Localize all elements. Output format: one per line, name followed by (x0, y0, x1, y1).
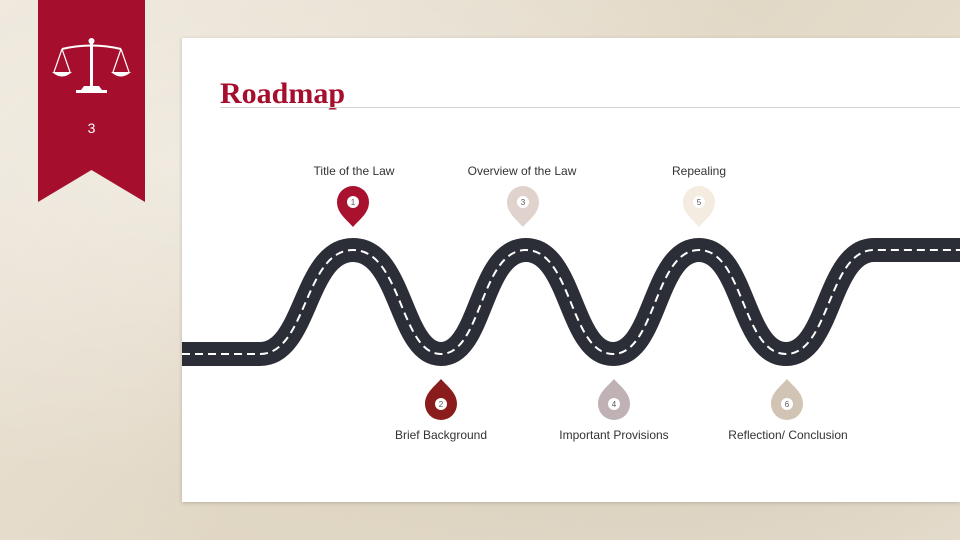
milestone-pin-1: 1 (337, 186, 369, 227)
pin-number: 1 (351, 198, 356, 207)
milestone-pin-5: 5 (683, 186, 715, 227)
pin-badge (435, 398, 447, 410)
pin-number: 2 (439, 400, 444, 409)
pin-badge (693, 196, 705, 208)
milestone-label-1: Title of the Law (313, 164, 395, 178)
pin-badge (608, 398, 620, 410)
milestone-pin-2: 2 (425, 379, 457, 420)
milestone-label-5: Repealing (671, 164, 727, 178)
title-underline (220, 107, 960, 108)
ribbon-shape (38, 0, 145, 202)
milestone-label-6: Reflection/ Conclusion (728, 428, 848, 442)
pin-number: 5 (697, 198, 702, 207)
milestone-label-4: Important Provisions (559, 428, 669, 442)
scales-of-justice-icon (52, 38, 131, 93)
road-dashes (182, 248, 960, 356)
page-number: 3 (87, 120, 96, 136)
milestone-pin-3: 3 (507, 186, 539, 227)
milestone-pin-6: 6 (771, 379, 803, 420)
slide-title: Roadmap (220, 77, 346, 110)
milestone-pin-4: 4 (598, 379, 630, 420)
milestone-label-3: Overview of the Law (467, 164, 577, 178)
pin-badge (517, 196, 529, 208)
pin-number: 3 (521, 198, 526, 207)
pin-number: 4 (612, 400, 617, 409)
roadmap-road: 1 2 3 4 5 6 (182, 186, 960, 420)
pin-badge (781, 398, 793, 410)
pin-number: 6 (785, 400, 790, 409)
content-card: Roadmap 1 2 3 4 5 (182, 38, 960, 502)
pin-badge (347, 196, 359, 208)
milestone-label-2: Brief Background (394, 428, 488, 442)
bookmark-ribbon (38, 0, 145, 202)
